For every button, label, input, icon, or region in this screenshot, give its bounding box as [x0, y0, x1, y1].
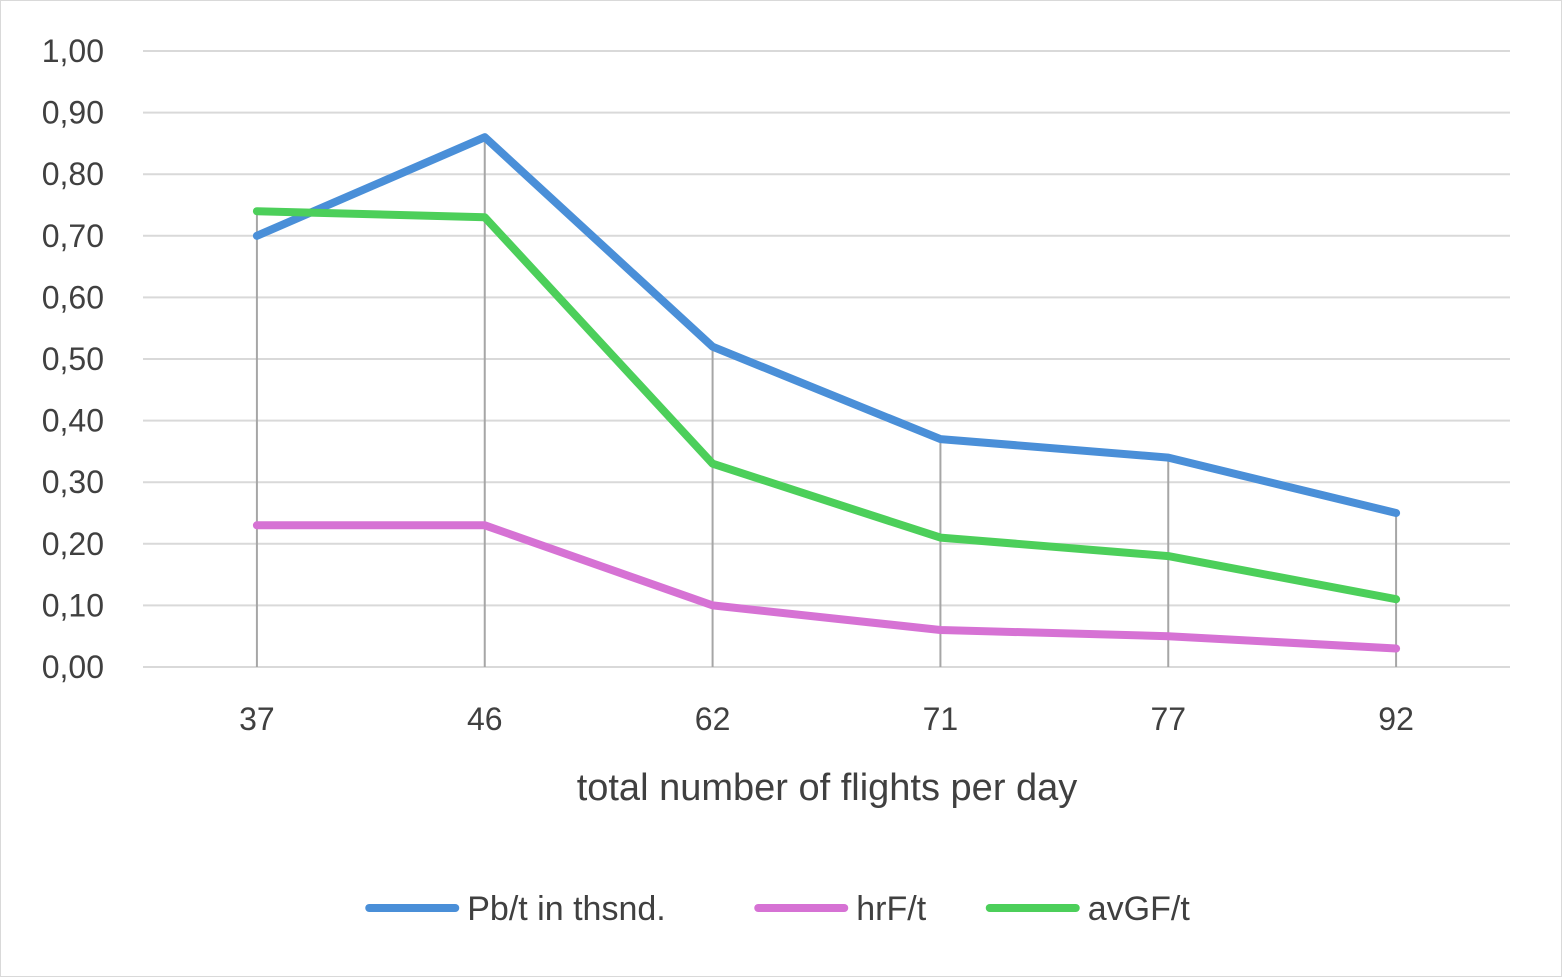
- y-tick-label: 1,00: [42, 33, 104, 69]
- series-line: [252, 521, 1401, 653]
- drop-lines: [255, 137, 1398, 667]
- y-tick-label: 0,30: [42, 464, 104, 500]
- x-axis-ticks: 37 46 62 71 77 92: [239, 701, 1414, 737]
- x-tick-label: 77: [1150, 701, 1186, 737]
- y-tick-label: 0,60: [42, 279, 104, 315]
- x-tick-label: 62: [695, 701, 731, 737]
- x-tick-label: 92: [1378, 701, 1414, 737]
- x-tick-label: 46: [467, 701, 503, 737]
- series-line: [252, 207, 1401, 604]
- y-axis-ticks: 0,00 0,10 0,20 0,30 0,40 0,50 0,60 0,70 0,80 0,90…: [42, 33, 104, 685]
- y-tick-label: 0,90: [42, 95, 104, 131]
- legend-label: Pb/t in thsnd.: [467, 890, 665, 928]
- y-tick-label: 0,40: [42, 403, 104, 439]
- x-tick-label: 71: [923, 701, 959, 737]
- gridlines: [143, 50, 1510, 668]
- series-line: [252, 133, 1401, 517]
- series-lines: [252, 133, 1401, 653]
- y-tick-label: 0,70: [42, 218, 104, 254]
- legend-label: hrF/t: [856, 890, 926, 928]
- y-tick-label: 0,20: [42, 526, 104, 562]
- x-axis-title: total number of flights per day: [577, 767, 1078, 809]
- x-tick-label: 37: [239, 701, 275, 737]
- y-tick-label: 0,10: [42, 587, 104, 623]
- y-tick-label: 0,00: [42, 649, 104, 685]
- legend: Pb/t in thsnd. hrF/t avGF/t: [365, 890, 1191, 928]
- legend-label: avGF/t: [1088, 890, 1191, 928]
- y-tick-label: 0,80: [42, 156, 104, 192]
- y-tick-label: 0,50: [42, 341, 104, 377]
